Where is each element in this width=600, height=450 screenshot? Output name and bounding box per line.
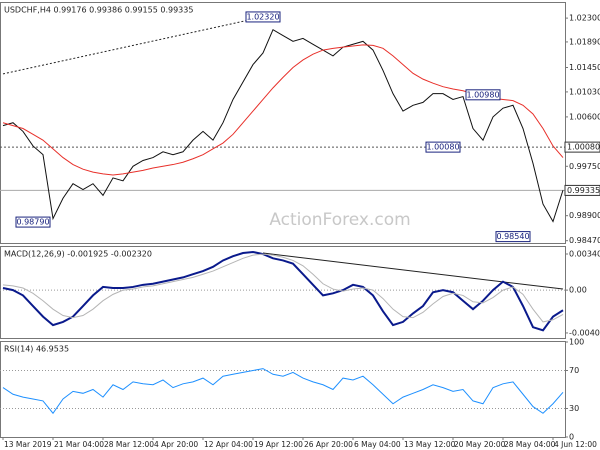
x-tick-label: 13 May 12:00 [404,440,456,449]
y-tick-label: 30 [569,404,579,413]
panel-title: MACD(12,26,9) -0.001925 -0.002320 [4,250,152,259]
axis-price-box [564,141,600,153]
x-tick-label: 21 Mar 04:00 [54,440,104,449]
y-tick-label: 0 [569,433,574,442]
trendline [2,16,264,75]
x-tick-label: 13 Mar 2019 [4,440,52,449]
main-panel-frame [0,2,566,244]
axis-price-box [564,184,600,196]
price-annotation-box [245,11,281,23]
x-tick-label: 6 May 04:00 [354,440,401,449]
price-annotation: 1.02320 [246,12,279,21]
x-tick-label: 4 Jun 12:00 [554,440,597,449]
x-tick-label: 28 May 04:00 [504,440,556,449]
panel-title: USDCHF,H4 0.99176 0.99386 0.99155 0.9933… [4,6,193,15]
x-tick-label: 28 Mar 12:00 [104,440,154,449]
y-tick-label: 0.99750 [569,162,600,171]
y-tick-label: -0.004043 [569,328,600,337]
y-tick-label: 1.01890 [569,37,600,46]
series-line [2,250,564,332]
axis-price-label: 1.00080 [567,143,600,152]
x-tick-label: 20 May 20:00 [454,440,506,449]
y-tick-label: 70 [569,366,579,375]
x-tick-label: 19 Apr 12:00 [254,440,303,449]
price-annotation-box [465,89,501,101]
y-tick-label: 100 [569,338,584,347]
y-tick-label: 1.00600 [569,112,600,121]
price-annotation: 0.98790 [16,218,49,227]
price-annotation: 0.98540 [496,232,529,241]
price-annotation: 1.00080 [426,143,459,152]
watermark: ActionForex.com [269,210,410,230]
price-annotation: 1.00980 [466,90,499,99]
x-tick-label: 12 Apr 04:00 [204,440,253,449]
price-annotation-box [495,231,531,243]
y-tick-label: 1.01450 [569,63,600,72]
panel-title: RSI(14) 46.9535 [4,345,69,354]
y-tick-label: 0.00 [569,286,587,295]
axis-price-label: 0.99335 [567,186,600,195]
y-tick-label: 1.01030 [569,87,600,96]
y-tick-label: 0.98900 [569,211,600,220]
x-tick-label: 26 Apr 20:00 [304,440,353,449]
y-tick-label: 0.003409 [569,250,600,259]
macd-panel-frame [0,246,566,339]
y-tick-label: 0.98470 [569,236,600,245]
series-line [2,253,564,323]
x-tick-label: 4 Apr 20:00 [154,440,198,449]
series-line [2,44,564,176]
trendline [262,252,564,290]
price-annotation-box [425,141,461,153]
y-tick-label: 1.02300 [569,14,600,23]
series-line [2,368,564,415]
price-annotation-box [15,216,51,228]
rsi-panel-frame [0,341,566,438]
series-line [2,29,564,223]
